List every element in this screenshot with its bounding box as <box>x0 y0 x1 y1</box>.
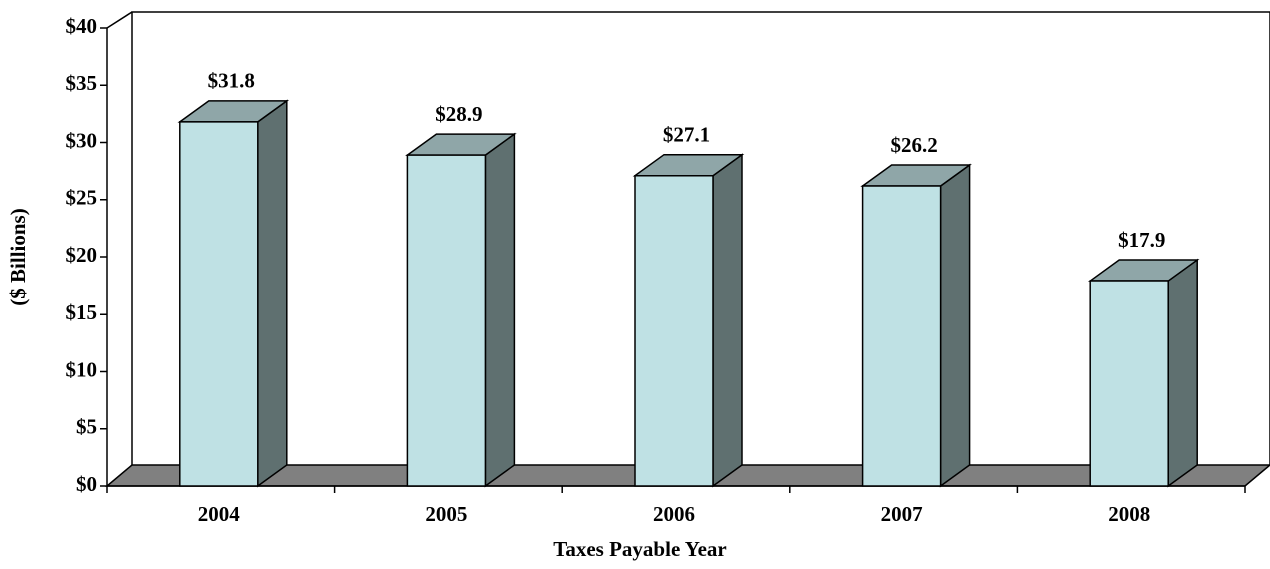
bar <box>632 153 745 488</box>
x-axis-label: Taxes Payable Year <box>553 537 726 561</box>
bar <box>177 99 290 488</box>
y-tick-label: $0 <box>76 472 97 496</box>
y-tick-label: $15 <box>66 300 98 324</box>
bar-side <box>712 153 743 488</box>
x-tick-label: 2005 <box>425 502 467 526</box>
bar-side <box>939 163 971 488</box>
y-tick-label: $35 <box>66 71 98 95</box>
bar-side <box>257 99 288 488</box>
bar-side <box>484 132 516 488</box>
bar-front <box>1089 280 1169 487</box>
data-label: $28.9 <box>435 102 482 126</box>
bar-front <box>634 174 714 487</box>
y-tick-label: $30 <box>66 128 98 152</box>
bar-front <box>406 154 487 487</box>
bar <box>860 163 972 488</box>
side-wall <box>106 11 133 29</box>
data-label: $26.2 <box>890 133 937 157</box>
bar-front <box>861 185 942 487</box>
x-tick-label: 2004 <box>198 502 241 526</box>
y-tick-label: $5 <box>76 415 97 439</box>
y-tick-label: $25 <box>66 186 98 210</box>
bar-side <box>1167 258 1198 488</box>
y-tick-label: $20 <box>66 243 98 267</box>
data-label: $31.8 <box>208 69 255 93</box>
data-label: $27.1 <box>663 123 710 147</box>
x-tick-label: 2006 <box>653 502 695 526</box>
back-wall <box>131 11 1270 465</box>
bar <box>405 132 517 488</box>
x-tick-label: 2008 <box>1108 502 1150 526</box>
y-axis-label: ($ Billions) <box>6 208 30 305</box>
bar <box>1087 258 1200 488</box>
bar-front <box>179 121 259 487</box>
data-label: $17.9 <box>1118 228 1165 252</box>
x-tick-label: 2007 <box>881 502 923 526</box>
y-tick-label: $10 <box>66 357 98 381</box>
y-tick-label: $40 <box>66 14 98 38</box>
